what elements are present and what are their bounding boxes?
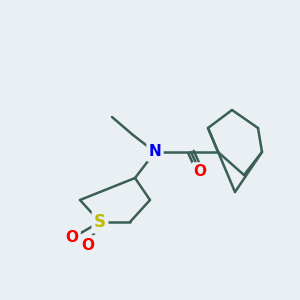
Text: O: O [194, 164, 206, 179]
Text: S: S [94, 213, 106, 231]
Text: O: O [65, 230, 79, 245]
Text: O: O [82, 238, 94, 253]
Text: N: N [148, 145, 161, 160]
